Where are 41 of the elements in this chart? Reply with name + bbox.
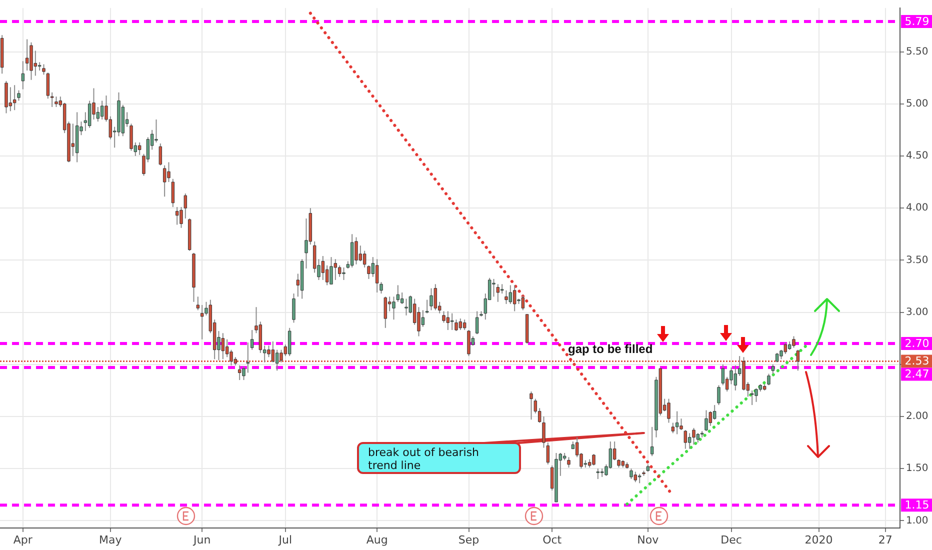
- y-tick-label: 5.50: [906, 46, 928, 58]
- x-tick-label: Oct: [542, 533, 562, 546]
- y-tick-label: 3.00: [906, 306, 928, 318]
- x-tick-label: Jun: [192, 533, 211, 546]
- x-tick-label: May: [99, 533, 122, 546]
- candlestick: [292, 293, 296, 324]
- ref-line-label: 1.15: [904, 498, 930, 512]
- x-tick-label: Apr: [13, 533, 33, 546]
- candlestick: [667, 398, 670, 424]
- y-tick-label: 3.50: [906, 254, 928, 266]
- candlestick: [330, 256, 333, 285]
- candlestick: [280, 349, 283, 363]
- candlestick: [17, 90, 20, 102]
- x-tick-label: Sep: [458, 533, 480, 546]
- ref-line-label: 5.79: [904, 14, 930, 28]
- candlestick: [130, 123, 133, 152]
- candlestick: [792, 336, 796, 348]
- y-tick-label: 1.50: [906, 463, 928, 474]
- y-tick-label: 4.50: [906, 150, 928, 162]
- y-tick-label: 4.00: [906, 202, 928, 214]
- ref-line-label: 2.70: [904, 336, 930, 350]
- x-tick-label: Dec: [720, 533, 742, 546]
- candlestick: [417, 306, 420, 337]
- x-tick-label: Aug: [366, 533, 388, 546]
- y-tick-label: 1.00: [906, 515, 928, 526]
- annotation: break out of bearish trend line: [368, 446, 480, 472]
- x-tick-label: Jul: [278, 533, 292, 546]
- y-tick-label: 5.00: [906, 98, 928, 110]
- y-tick-label: 2.00: [906, 411, 928, 422]
- candlestick: [767, 373, 770, 386]
- candlestick: [367, 264, 370, 280]
- x-tick-label: 27: [878, 533, 892, 546]
- ref-line-label: 2.53: [904, 354, 930, 368]
- candlestick: [754, 388, 758, 402]
- x-tick-label: 2020: [804, 533, 833, 546]
- x-tick-label: Nov: [637, 533, 660, 546]
- ref-line-label: 2.47: [904, 368, 930, 381]
- candlestick: [392, 296, 396, 320]
- candlestick: [442, 310, 446, 324]
- candlestick: [354, 236, 358, 265]
- annotation: gap to be filled: [568, 342, 654, 356]
